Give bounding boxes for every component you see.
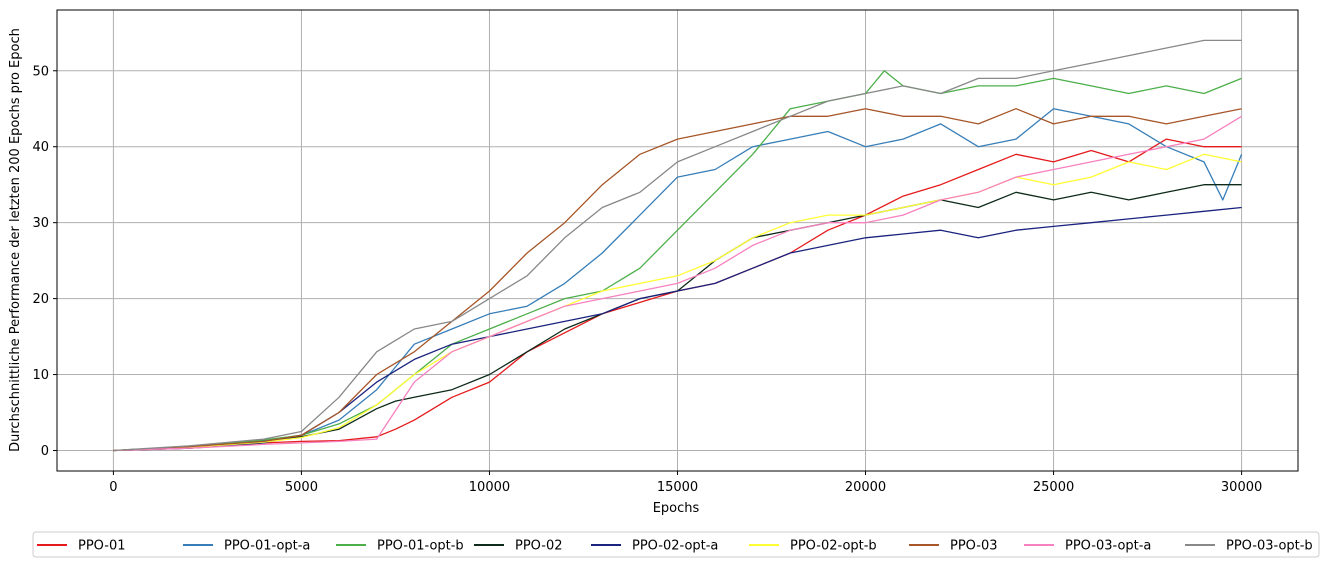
legend-label: PPO-01-opt-b bbox=[377, 539, 464, 554]
legend-label: PPO-02 bbox=[515, 539, 563, 554]
series-line-ppo-01 bbox=[113, 138, 1242, 452]
y-tick-label: 40 bbox=[32, 140, 49, 155]
legend-item-ppo-03: PPO-03 bbox=[909, 539, 998, 554]
axis-ticks: 0 5000 10000 15000 20000 25000 30000 0 10 20 30 40 5… bbox=[32, 64, 1262, 495]
legend-item-ppo-01-opt-b: PPO-01-opt-b bbox=[336, 539, 464, 554]
legend-item-ppo-03-opt-a: PPO-03-opt-a bbox=[1024, 539, 1151, 554]
y-tick-label: 50 bbox=[32, 64, 49, 79]
x-tick-label: 5000 bbox=[285, 480, 318, 495]
x-tick-label: 20000 bbox=[845, 480, 886, 495]
legend-item-ppo-02: PPO-02 bbox=[474, 539, 563, 554]
y-axis-label: Durchschnittliche Performance der letzte… bbox=[8, 28, 23, 452]
series-line-ppo-02-opt-b bbox=[113, 153, 1242, 452]
series-layer bbox=[113, 39, 1243, 452]
x-tick-label: 15000 bbox=[657, 480, 698, 495]
legend-item-ppo-02-opt-a: PPO-02-opt-a bbox=[591, 539, 718, 554]
legend-label: PPO-01 bbox=[78, 539, 126, 554]
legend-frame bbox=[32, 531, 1320, 558]
x-tick-label: 25000 bbox=[1033, 480, 1074, 495]
legend-item-ppo-03-opt-b: PPO-03-opt-b bbox=[1185, 539, 1313, 554]
legend-item-ppo-02-opt-b: PPO-02-opt-b bbox=[749, 539, 877, 554]
series-line-ppo-03-opt-b bbox=[113, 39, 1242, 452]
x-tick-label: 0 bbox=[109, 480, 117, 495]
legend-item-ppo-01-opt-a: PPO-01-opt-a bbox=[183, 539, 310, 554]
legend-label: PPO-03-opt-b bbox=[1226, 539, 1313, 554]
y-tick-label: 10 bbox=[32, 368, 49, 383]
legend-item-ppo-01: PPO-01 bbox=[37, 539, 126, 554]
y-tick-label: 30 bbox=[32, 216, 49, 231]
legend-label: PPO-01-opt-a bbox=[224, 539, 310, 554]
y-tick-label: 0 bbox=[41, 444, 49, 459]
legend-label: PPO-02-opt-a bbox=[632, 539, 718, 554]
series-line-ppo-03-opt-a bbox=[113, 115, 1242, 452]
series-line-ppo-03 bbox=[113, 108, 1242, 452]
x-tick-label: 30000 bbox=[1221, 480, 1262, 495]
legend-label: PPO-03-opt-a bbox=[1065, 539, 1151, 554]
x-axis-label: Epochs bbox=[653, 501, 700, 516]
y-tick-label: 20 bbox=[32, 292, 49, 307]
x-tick-label: 10000 bbox=[469, 480, 510, 495]
legend-label: PPO-03 bbox=[950, 539, 998, 554]
legend-label: PPO-02-opt-b bbox=[790, 539, 877, 554]
series-line-ppo-02-opt-a bbox=[113, 206, 1242, 452]
legend: PPO-01 PPO-01-opt-a PPO-01-opt-b PPO-02 PPO-… bbox=[32, 531, 1320, 558]
